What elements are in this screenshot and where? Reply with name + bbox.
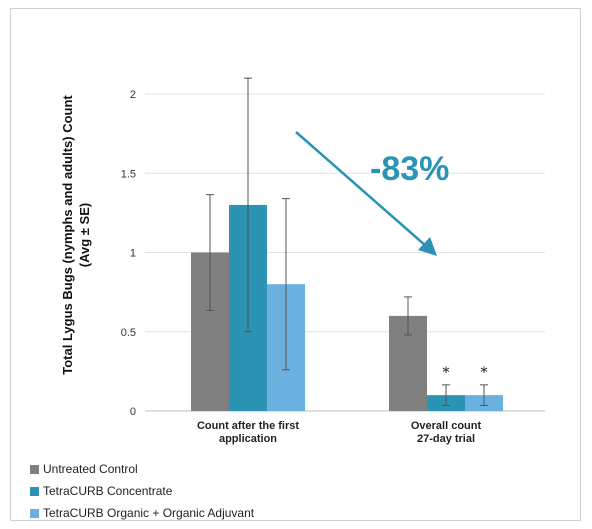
y-tick-label: 0.5 xyxy=(121,327,136,339)
y-axis-label: Total Lygus Bugs (nymphs and adults) Cou… xyxy=(60,95,92,375)
legend-label: Untreated Control xyxy=(43,462,138,476)
reduction-annotation: -83% xyxy=(295,131,449,256)
y-axis-label-line: Total Lygus Bugs (nymphs and adults) Cou… xyxy=(60,95,75,375)
significance-star: * xyxy=(481,365,488,381)
y-axis-label-line: (Avg ± SE) xyxy=(77,203,92,267)
y-tick-label: 2 xyxy=(130,89,136,101)
bars xyxy=(191,204,503,411)
y-axis-ticks: 0 0.5 1 1.5 2 xyxy=(121,89,136,418)
legend-item: TetraCURB Organic + Organic Adjuvant xyxy=(30,502,254,524)
category-label: Overall count xyxy=(411,420,482,432)
category-label: Count after the first xyxy=(197,420,299,432)
legend-swatch xyxy=(30,508,39,518)
legend-swatch xyxy=(30,464,39,474)
legend: Untreated Control TetraCURB Concentrate Te… xyxy=(30,458,254,524)
significance-markers: * * xyxy=(443,365,488,381)
legend-item: TetraCURB Concentrate xyxy=(30,480,254,502)
category-label: application xyxy=(219,433,277,445)
y-tick-label: 1.5 xyxy=(121,168,136,180)
category-label: 27-day trial xyxy=(417,433,475,445)
significance-star: * xyxy=(443,365,450,381)
legend-item: Untreated Control xyxy=(30,458,254,480)
legend-label: TetraCURB Organic + Organic Adjuvant xyxy=(43,506,255,520)
legend-label: TetraCURB Concentrate xyxy=(43,484,173,498)
legend-swatch xyxy=(30,486,39,496)
error-bars xyxy=(206,77,488,406)
annotation-arrow-head xyxy=(418,237,437,256)
annotation-text: -83% xyxy=(370,150,449,188)
y-tick-label: 1 xyxy=(130,248,136,260)
y-tick-label: 0 xyxy=(130,406,136,418)
annotation-arrow-shaft xyxy=(295,131,427,247)
